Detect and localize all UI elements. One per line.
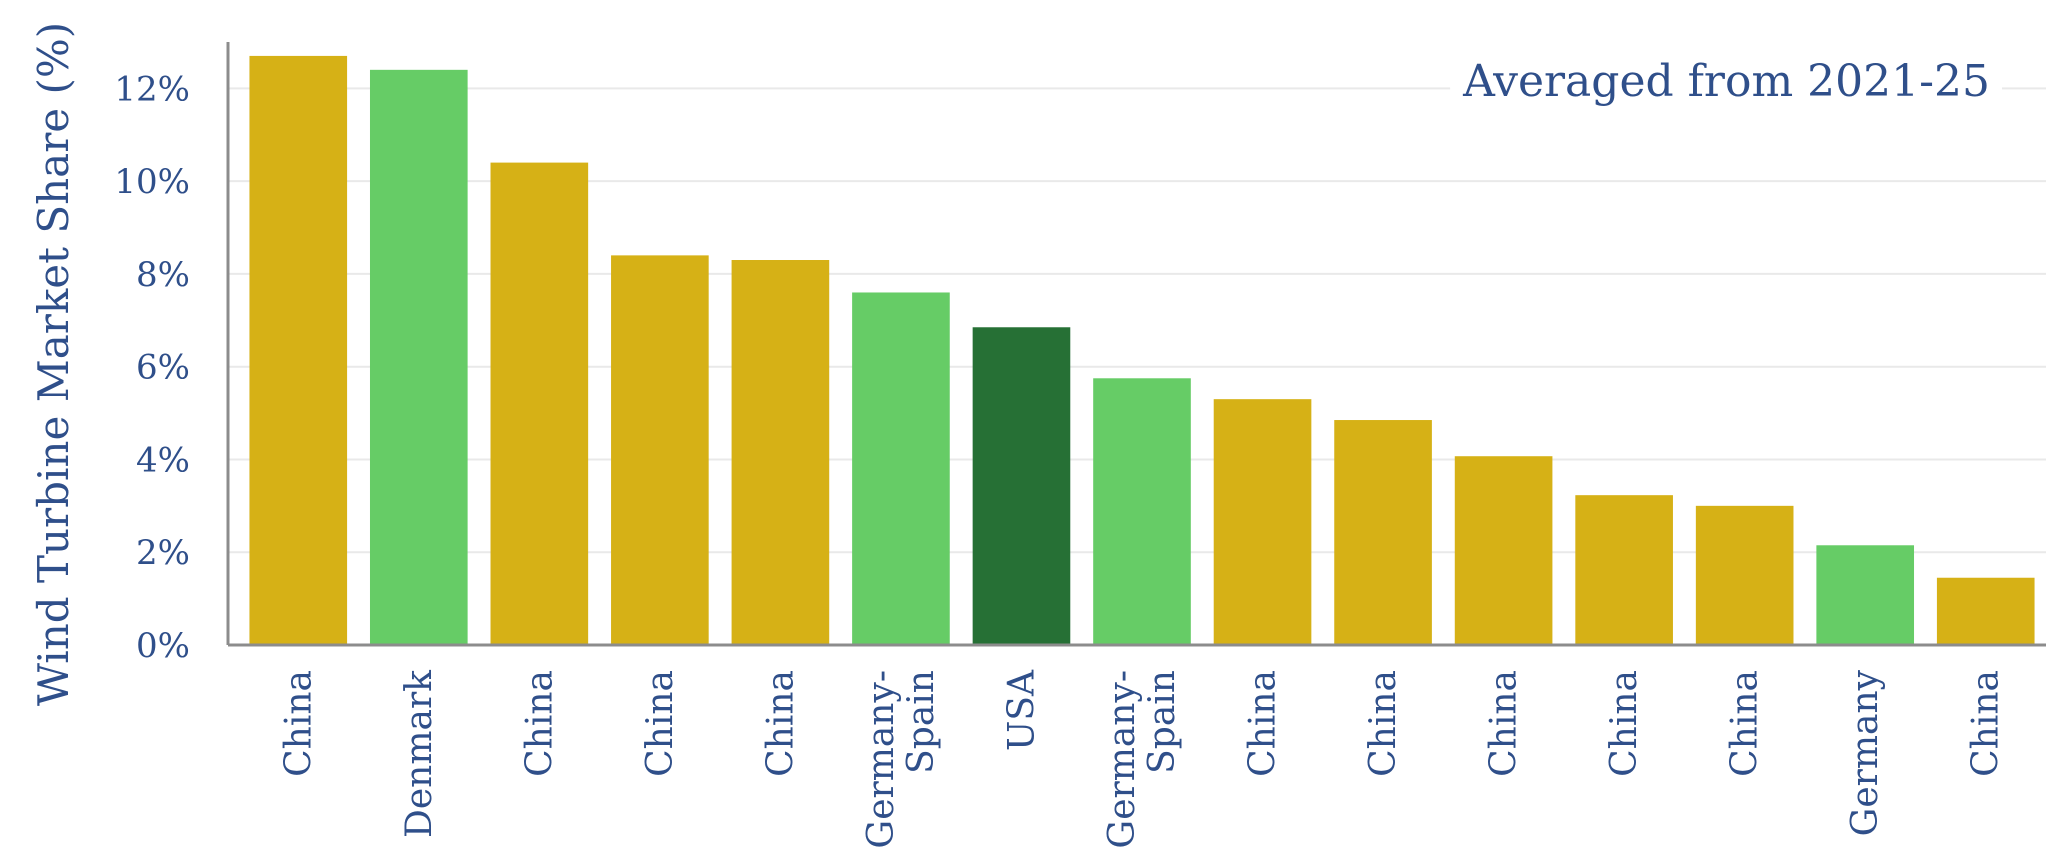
x-tick-label-line: China: [278, 670, 319, 777]
y-tick-label: 6%: [136, 348, 190, 388]
x-tick-label-line: Germany-: [1102, 670, 1143, 849]
bar: [611, 255, 709, 645]
bar: [972, 327, 1071, 645]
bar: [1454, 456, 1553, 645]
x-tick-labels: China Denmark China China China Germany-Spain…: [278, 669, 2006, 849]
bar: [1334, 420, 1432, 645]
x-tick-label-line: China: [640, 670, 681, 777]
x-tick-label-line: Denmark: [399, 669, 440, 838]
x-tick-label: China: [1725, 670, 1766, 777]
x-tick-label: China: [1363, 670, 1404, 777]
x-tick-label: China: [1966, 670, 2007, 777]
bar: [1816, 545, 1915, 645]
bar: [490, 162, 589, 645]
chart-annotation: Averaged from 2021-25: [1462, 56, 1990, 107]
y-tick-label: 4%: [136, 440, 190, 480]
x-tick-label: China: [1484, 670, 1525, 777]
bar: [1936, 577, 2035, 645]
bar: [249, 55, 348, 645]
x-tick-label-line: USA: [1001, 669, 1042, 751]
bar: [1575, 495, 1673, 645]
x-tick-label: China: [1243, 670, 1284, 777]
x-tick-label-line: China: [1363, 670, 1404, 777]
x-tick-label-line: Germany-: [861, 670, 902, 849]
x-tick-label-line: China: [1604, 670, 1645, 777]
bar: [852, 292, 950, 645]
bar: [1093, 378, 1191, 645]
axes: [226, 42, 2046, 647]
x-tick-label: Denmark: [399, 669, 440, 838]
annotation-background: [1450, 52, 2002, 111]
y-tick-label: 8%: [136, 255, 190, 295]
y-tick-label: 0%: [136, 626, 190, 666]
bar: [1695, 505, 1794, 645]
x-tick-label: China: [640, 670, 681, 777]
y-tick-labels: 0% 2% 4% 6% 8% 10% 12%: [114, 69, 190, 666]
x-tick-label: Germany-Spain: [861, 670, 942, 849]
x-tick-label: China: [760, 670, 801, 777]
x-tick-label-line: Germany: [1845, 669, 1886, 836]
x-tick-label-line: China: [760, 670, 801, 777]
x-tick-label-line: China: [1243, 670, 1284, 777]
x-tick-label: Germany-Spain: [1102, 670, 1183, 849]
x-tick-label-line: China: [1725, 670, 1766, 777]
x-tick-label: China: [278, 670, 319, 777]
x-tick-label-line: Spain: [901, 670, 942, 774]
y-tick-label: 12%: [114, 69, 190, 109]
bar: [369, 69, 468, 646]
x-tick-label: China: [1604, 670, 1645, 777]
x-tick-label-line: China: [1484, 670, 1525, 777]
x-tick-label: Germany: [1845, 669, 1886, 836]
x-tick-label-line: China: [1966, 670, 2007, 777]
x-tick-label: China: [519, 670, 560, 777]
bar: [1213, 399, 1312, 645]
y-axis-title: Wind Turbine Market Share (%): [29, 22, 78, 706]
y-tick-label: 10%: [114, 162, 190, 202]
bar: [731, 260, 830, 645]
x-tick-label-line: China: [519, 670, 560, 777]
y-tick-label: 2%: [136, 533, 190, 573]
bars: [249, 55, 2035, 646]
x-tick-label: USA: [1001, 669, 1042, 751]
x-tick-label-line: Spain: [1142, 670, 1183, 774]
